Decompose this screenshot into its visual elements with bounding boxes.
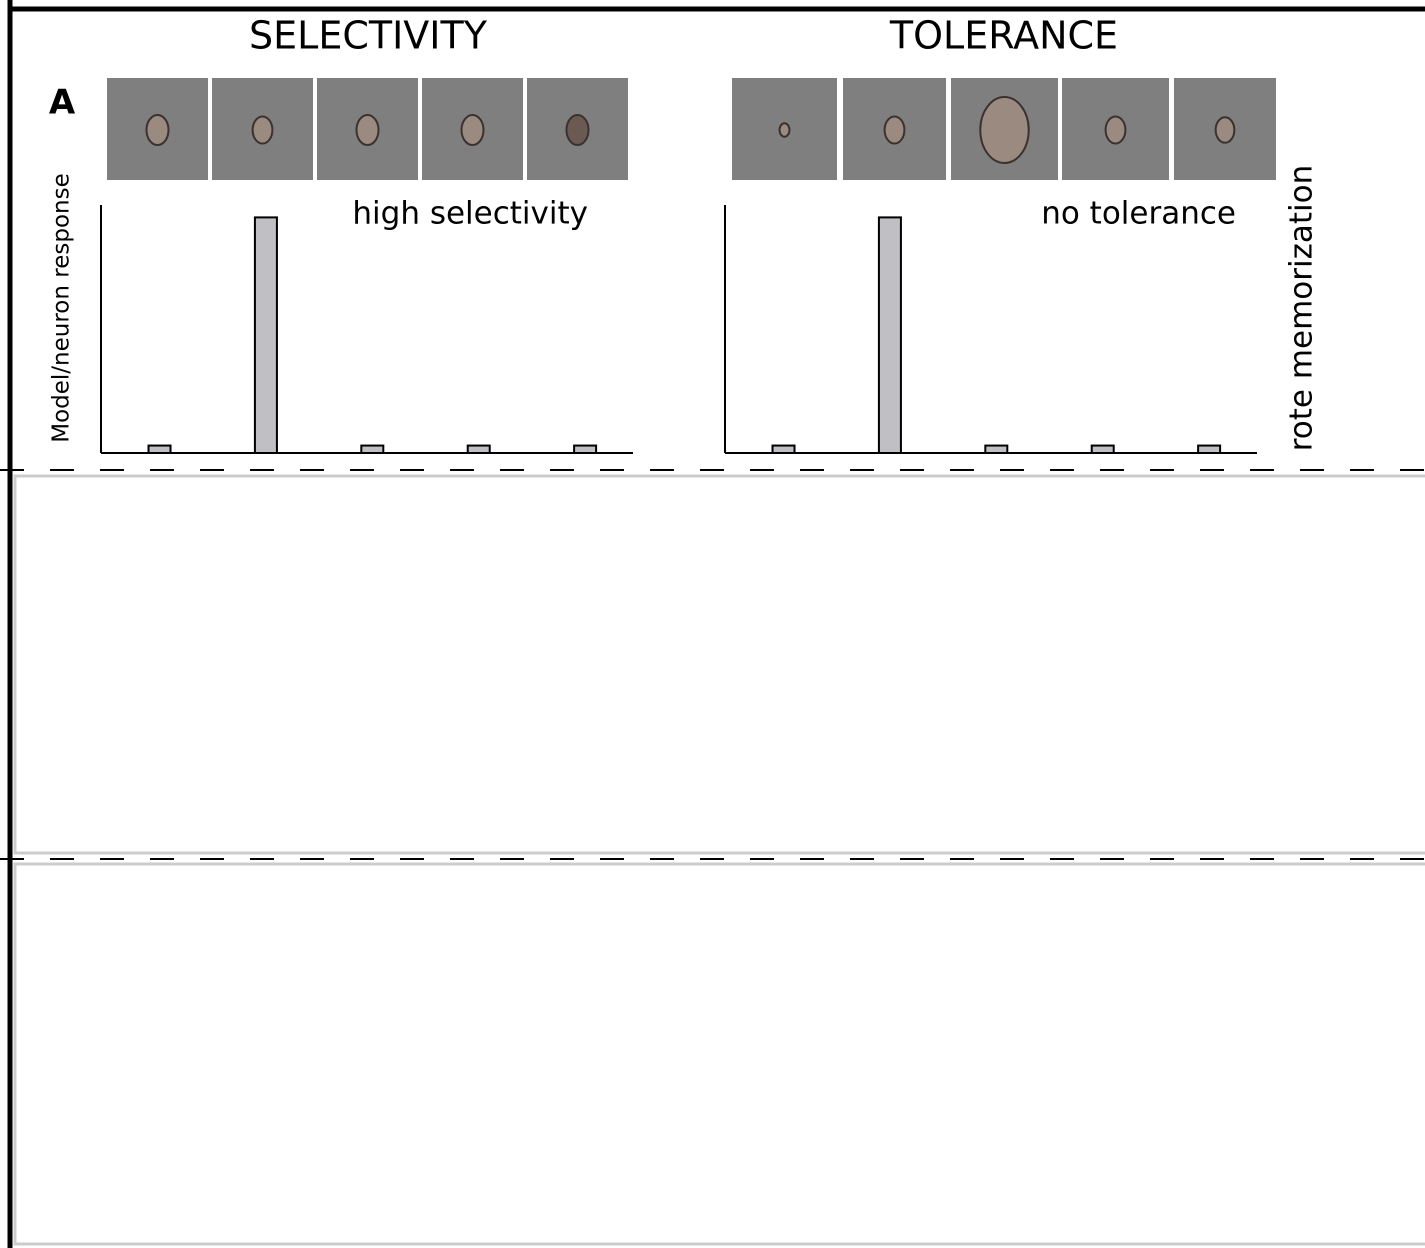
face <box>1216 117 1235 143</box>
chart-title: SELECTIVITY <box>249 14 488 58</box>
face <box>357 115 379 145</box>
chart-title: TOLERANCE <box>889 14 1118 58</box>
face <box>462 115 484 145</box>
bar <box>879 217 901 453</box>
bar <box>773 446 795 453</box>
bar <box>574 446 596 453</box>
bar <box>468 446 490 453</box>
figure: A rote memorization SELECTIVITY high sele… <box>0 0 1425 1248</box>
face <box>1106 117 1126 144</box>
empty-panel <box>15 864 1425 1244</box>
row-label: rote memorization <box>1284 165 1320 452</box>
bar <box>985 446 1007 453</box>
face <box>253 117 273 144</box>
bar <box>1092 446 1114 453</box>
empty-panel <box>15 476 1425 853</box>
face <box>885 117 905 144</box>
annotation: high selectivity <box>352 196 588 232</box>
face <box>980 97 1028 163</box>
bar <box>255 217 277 453</box>
bar <box>149 446 171 453</box>
annotation: no tolerance <box>1041 196 1236 232</box>
bar <box>361 446 383 453</box>
face <box>567 115 589 145</box>
face <box>147 115 169 145</box>
face <box>780 123 790 137</box>
bar <box>1198 446 1220 453</box>
panel-label: A <box>49 83 76 123</box>
y-axis-label: Model/neuron response <box>49 173 75 443</box>
